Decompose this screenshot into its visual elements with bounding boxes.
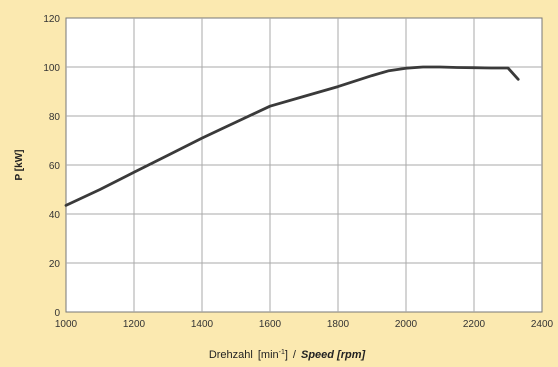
x-axis-title: Drehzahl [min-1] / Speed [rpm] — [209, 349, 366, 361]
y-tick-label: 40 — [49, 210, 61, 221]
x-tick-label: 2400 — [531, 319, 554, 330]
x-axis-unit-close: ] — [285, 349, 288, 361]
series-line-power — [64, 65, 520, 207]
x-tick-labels: 1000 1200 1400 1600 1800 2000 2200 2400 — [55, 319, 554, 330]
y-tick-label: 20 — [49, 259, 61, 270]
x-tick-label: 1400 — [191, 319, 214, 330]
y-tick-labels: 0 20 40 60 80 100 120 — [43, 14, 60, 319]
x-axis-title-en: Speed [rpm] — [301, 349, 366, 361]
x-tick-label: 1200 — [123, 319, 146, 330]
x-tick-label: 1800 — [327, 319, 350, 330]
y-tick-label: 120 — [43, 14, 60, 25]
grid — [66, 18, 542, 312]
y-tick-label: 60 — [49, 161, 61, 172]
x-axis-sep: / — [293, 349, 297, 361]
x-axis-unit-sup: -1 — [279, 349, 285, 356]
x-tick-label: 1600 — [259, 319, 282, 330]
y-tick-label: 80 — [49, 112, 61, 123]
x-tick-label: 1000 — [55, 319, 78, 330]
y-axis-title: P [kW] — [14, 150, 25, 181]
x-tick-label: 2200 — [463, 319, 486, 330]
y-tick-label: 0 — [54, 308, 60, 319]
y-tick-label: 100 — [43, 63, 60, 74]
x-axis-title-de: Drehzahl — [209, 349, 253, 361]
x-tick-label: 2000 — [395, 319, 418, 330]
x-axis-unit-de: [min — [258, 349, 279, 361]
